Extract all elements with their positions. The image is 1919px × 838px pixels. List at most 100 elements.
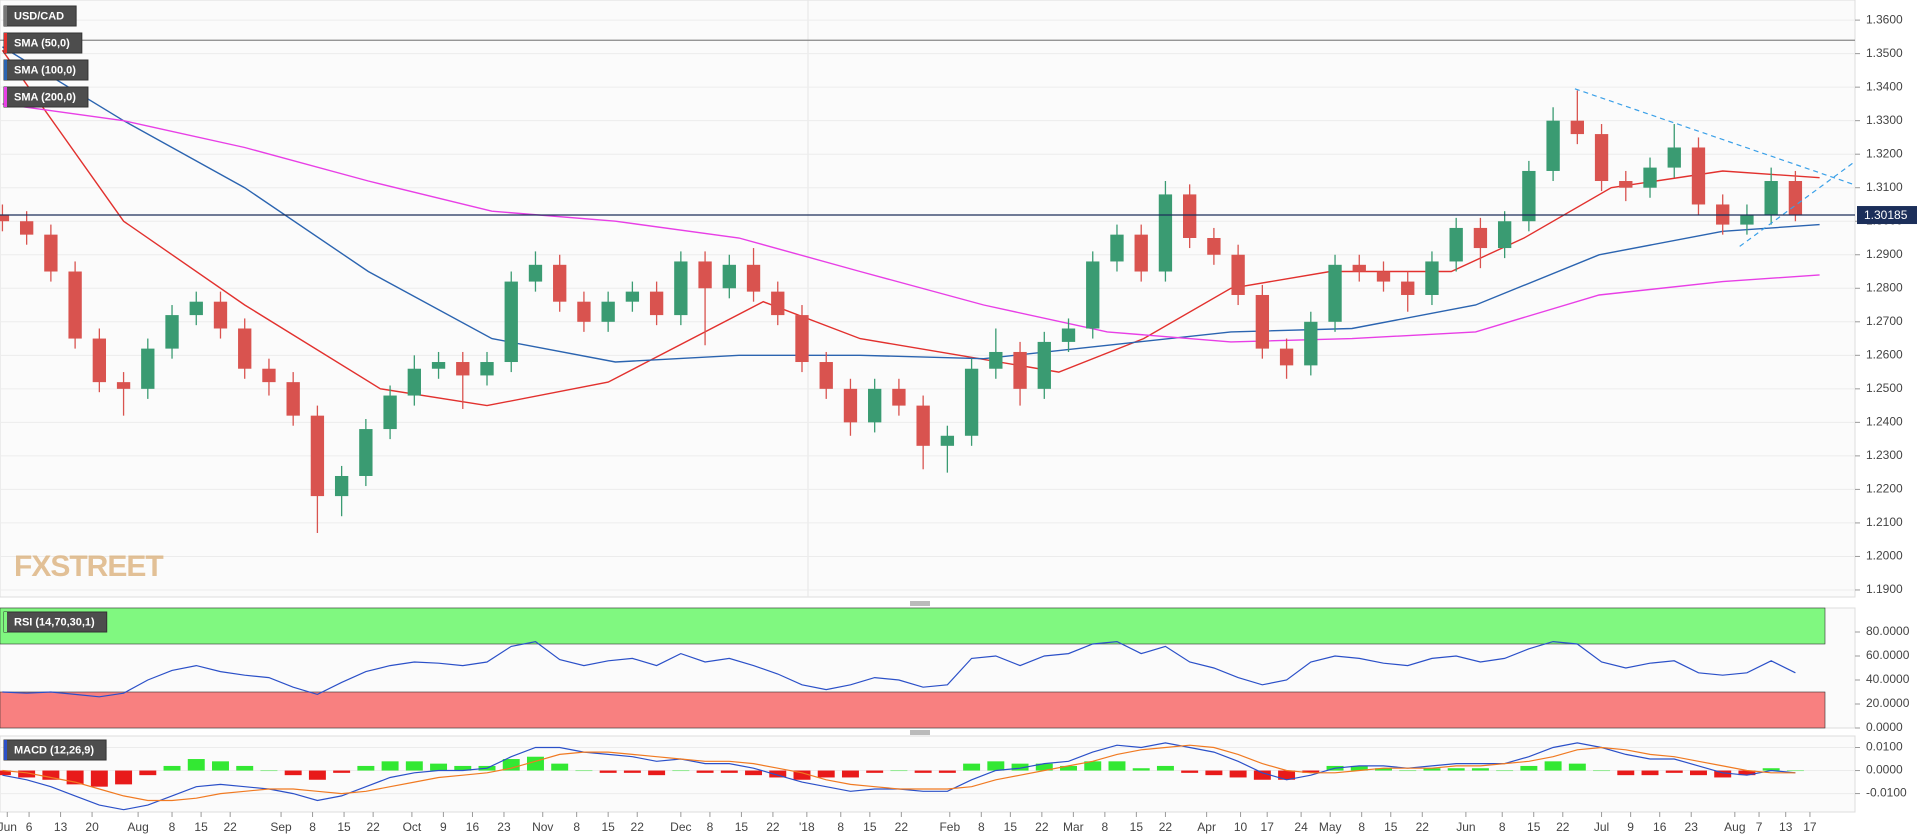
candle-body bbox=[1279, 348, 1294, 366]
label-accent bbox=[4, 740, 7, 760]
histogram-bar bbox=[381, 761, 399, 771]
label-text: SMA (100,0) bbox=[14, 64, 76, 76]
resize-handle[interactable] bbox=[910, 601, 930, 606]
histogram-bar bbox=[987, 761, 1005, 771]
y-tick-label: 20.0000 bbox=[1866, 696, 1910, 710]
x-tick-label: 16 bbox=[466, 820, 480, 834]
histogram-bar bbox=[672, 770, 690, 772]
y-tick-label: 1.3200 bbox=[1866, 146, 1903, 160]
histogram-bar bbox=[502, 759, 520, 771]
resize-handle[interactable] bbox=[910, 730, 930, 735]
candle-body bbox=[19, 221, 34, 235]
histogram-bar bbox=[696, 770, 714, 773]
histogram-bar bbox=[1156, 765, 1174, 771]
trendline bbox=[1739, 162, 1854, 247]
histogram-bar bbox=[1084, 761, 1102, 771]
y-tick-label: 40.0000 bbox=[1866, 672, 1910, 686]
candle-body bbox=[1594, 134, 1609, 182]
histogram-bar bbox=[163, 765, 181, 771]
x-tick-label: 15 bbox=[194, 820, 208, 834]
y-tick-label: 1.2000 bbox=[1866, 549, 1903, 563]
y-tick-label: 1.2600 bbox=[1866, 347, 1903, 361]
x-tick-label: 22 bbox=[1416, 820, 1430, 834]
candle-body bbox=[1401, 281, 1415, 295]
x-tick-label: 15 bbox=[601, 820, 615, 834]
label-accent bbox=[4, 87, 7, 107]
histogram-bar bbox=[914, 770, 932, 773]
x-tick-label: Sep bbox=[270, 820, 292, 834]
indicator-label: SMA (200,0) bbox=[3, 86, 89, 108]
candle-body bbox=[1764, 181, 1778, 215]
histogram-bar bbox=[1568, 763, 1586, 771]
histogram-bar bbox=[284, 770, 302, 776]
x-tick-label: Jul bbox=[1594, 820, 1609, 834]
y-tick-label: 0.0000 bbox=[1866, 763, 1903, 777]
x-tick-label: 15 bbox=[1130, 820, 1144, 834]
y-tick-label: 1.2200 bbox=[1866, 482, 1903, 496]
y-tick-label: 1.2400 bbox=[1866, 415, 1903, 429]
y-tick-label: 1.3300 bbox=[1866, 113, 1903, 127]
histogram-bar bbox=[18, 770, 36, 778]
histogram-bar bbox=[1520, 765, 1538, 771]
x-tick-label: 22 bbox=[895, 820, 909, 834]
label-text: MACD (12,26,9) bbox=[14, 744, 94, 756]
x-tick-label: Feb bbox=[939, 820, 960, 834]
x-tick-label: 24 bbox=[1294, 820, 1308, 834]
candle-body bbox=[1207, 237, 1221, 255]
candle-body bbox=[92, 338, 107, 383]
candle-body bbox=[1231, 254, 1245, 295]
histogram-bar bbox=[1350, 765, 1368, 771]
y-tick-label: 1.1900 bbox=[1866, 582, 1903, 596]
candle-body bbox=[1376, 271, 1391, 282]
overbought-zone bbox=[0, 607, 1826, 645]
histogram-bar bbox=[1617, 770, 1635, 776]
candle-body bbox=[1473, 227, 1488, 249]
x-tick-label: 7 bbox=[1756, 820, 1763, 834]
label-accent bbox=[4, 6, 7, 26]
label-text: RSI (14,70,30,1) bbox=[14, 616, 95, 628]
histogram-bar bbox=[139, 770, 157, 776]
histogram-bar bbox=[526, 756, 544, 771]
candle-body bbox=[1328, 264, 1342, 322]
candle-body bbox=[286, 382, 300, 416]
candle-body bbox=[625, 291, 640, 302]
histogram-bar bbox=[866, 770, 884, 773]
x-tick-label: 10 bbox=[1234, 820, 1248, 834]
histogram-bar bbox=[260, 770, 278, 772]
candle-body bbox=[141, 348, 155, 389]
candle-body bbox=[480, 362, 494, 376]
histogram-bar bbox=[1423, 768, 1441, 771]
x-tick-label: 22 bbox=[1556, 820, 1570, 834]
histogram-bar bbox=[405, 761, 423, 771]
histogram-bar bbox=[817, 770, 835, 778]
oversold-zone bbox=[0, 691, 1826, 729]
candle-body bbox=[1740, 214, 1754, 225]
candle-body bbox=[504, 281, 518, 363]
candle-body bbox=[1570, 120, 1584, 135]
y-tick-label: 1.3400 bbox=[1866, 79, 1903, 93]
trendline bbox=[1574, 88, 1854, 185]
candle-body bbox=[1546, 120, 1560, 171]
histogram-bar bbox=[623, 770, 641, 773]
candle-body bbox=[1182, 194, 1197, 238]
macd-panel bbox=[0, 735, 1856, 813]
histogram-bar bbox=[454, 765, 472, 771]
histogram-bar bbox=[1035, 763, 1053, 771]
candle-body bbox=[1425, 261, 1439, 295]
candle-body bbox=[1110, 234, 1124, 262]
y-tick-label: 60.0000 bbox=[1866, 648, 1910, 662]
candle-body bbox=[1497, 221, 1512, 249]
histogram-bar bbox=[1205, 770, 1223, 776]
candle-body bbox=[819, 362, 833, 389]
candle-body bbox=[1086, 261, 1100, 329]
label-text: SMA (200,0) bbox=[14, 91, 76, 103]
y-tick-label: -0.0100 bbox=[1866, 786, 1907, 800]
y-tick-label: 1.2300 bbox=[1866, 448, 1903, 462]
x-tick-label: 15 bbox=[1527, 820, 1541, 834]
macd-line bbox=[2, 744, 1796, 802]
histogram-bar bbox=[1496, 770, 1514, 772]
histogram-bar bbox=[1641, 770, 1659, 776]
sma-line bbox=[2, 103, 1820, 343]
candle-body bbox=[165, 315, 179, 349]
histogram-bar bbox=[333, 770, 351, 773]
